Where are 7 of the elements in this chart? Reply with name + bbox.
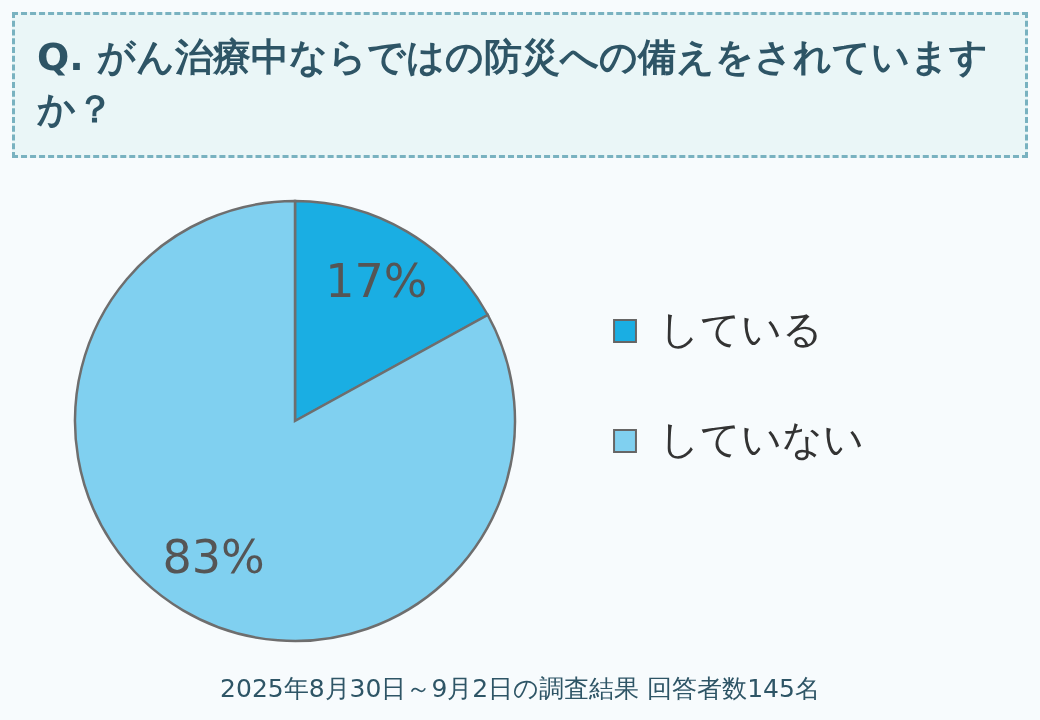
legend-label: している — [659, 306, 823, 352]
data-label: 17% — [325, 254, 428, 309]
pie-slice — [73, 199, 517, 643]
legend-label: していない — [659, 416, 864, 462]
text: 2025年8月30日～9月2日の調査結果 回答者数145名 — [219, 673, 821, 705]
data-label: 83% — [162, 529, 265, 584]
chart-title: Q. がん治療中ならではの防災への備えをされていますか？ — [12, 12, 1028, 158]
